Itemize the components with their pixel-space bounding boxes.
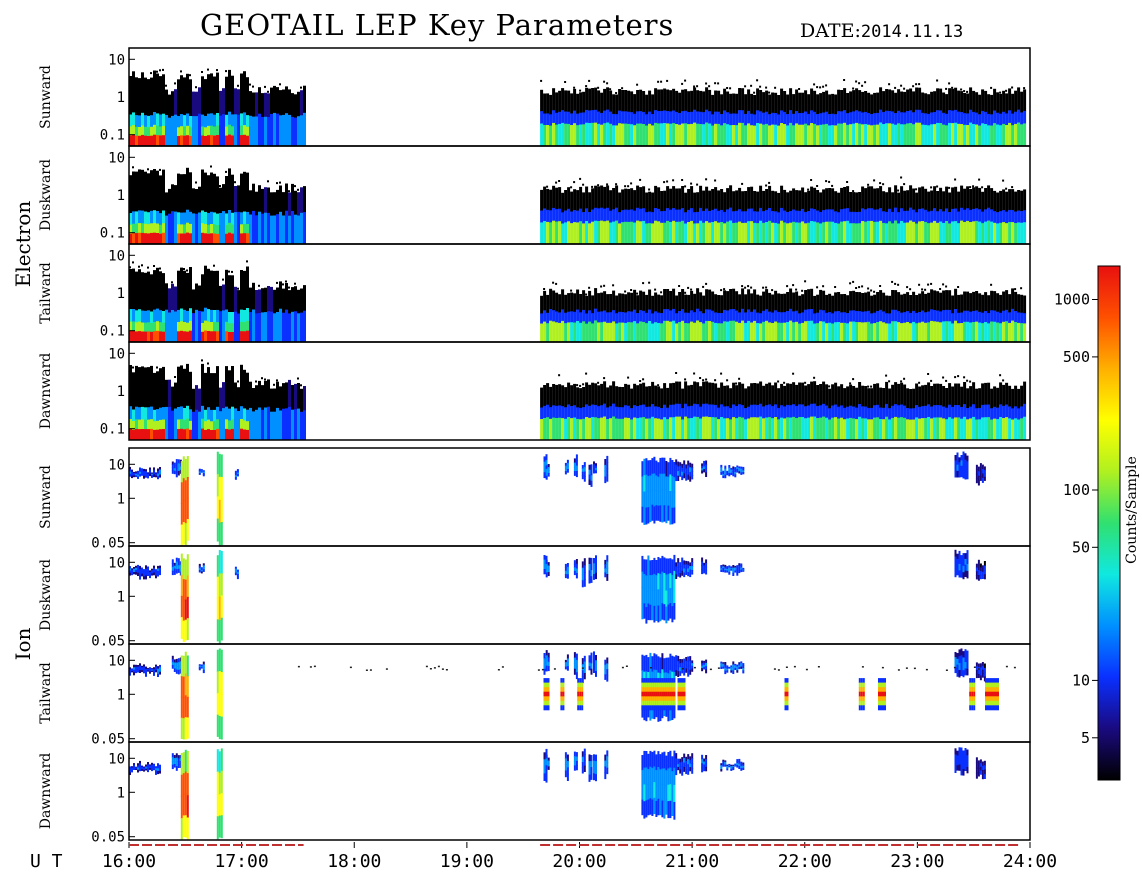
spectrogram-cells [129, 359, 1027, 441]
x-tick-label: 16:00 [102, 851, 156, 872]
panel-label: Sunward [38, 465, 54, 529]
date-display: DATE:2014.11.13 [800, 20, 963, 42]
panel-label: Sunward [38, 65, 54, 129]
y-tick-label: 1 [117, 286, 125, 302]
y-tick-label: 1 [117, 491, 125, 507]
colorbar: 5 10 50 100 500 1000 Counts/Sample [1054, 265, 1140, 781]
y-tick-label: 1 [117, 687, 125, 703]
panel-electron-sunward: Sunward 10 1 0.1 [38, 47, 1031, 147]
panel-ion-duskward: Duskward 10 1 0.05 [38, 545, 1031, 650]
chart-title: GEOTAIL LEP Key Parameters [200, 8, 675, 42]
panel-ion-sunward: Sunward 10 1 0.05 [38, 447, 1031, 552]
y-tick-label: 10 [108, 457, 125, 473]
y-tick-label: 10 [108, 653, 125, 669]
y-tick-label: 0.1 [100, 226, 125, 242]
y-tick-label: 1 [117, 589, 125, 605]
y-tick-label: 0.05 [91, 732, 125, 748]
x-tick-label: 22:00 [778, 851, 832, 872]
panel-electron-tailward: Tailward 10 1 0.1 [38, 243, 1031, 343]
panels-layer: ElectronSunward1010.1Duskward1010.1Tailw… [11, 47, 1031, 846]
x-tick-label: 23:00 [890, 851, 944, 872]
y-tick-label: 0.1 [100, 422, 125, 438]
panel-frame [128, 447, 1031, 547]
colorbar-tick-label: 100 [1063, 481, 1090, 499]
time-axis: U T 16:00 17:00 18:00 19:00 20:00 21:00 22:00 23… [30, 842, 1057, 872]
y-tick-label: 10 [108, 248, 125, 264]
panel-ion-dawnward: Dawnward 10 1 0.05 [38, 741, 1031, 846]
date-label: DATE: [800, 20, 861, 42]
y-tick-label: 1 [117, 90, 125, 106]
x-tick-label: 17:00 [215, 851, 269, 872]
y-tick-label: 1 [117, 384, 125, 400]
y-tick-label: 1 [117, 188, 125, 204]
x-tick-label: 24:00 [1003, 851, 1057, 872]
y-tick-label: 0.1 [100, 128, 125, 144]
panel-label: Tailward [38, 662, 54, 724]
panel-label: Tailward [38, 262, 54, 324]
date-value: 2014.11.13 [860, 22, 964, 42]
panel-electron-duskward: Duskward 10 1 0.1 [38, 145, 1031, 245]
x-tick-label: 20:00 [552, 851, 606, 872]
colorbar-tick-label: 5 [1081, 729, 1090, 747]
colorbar-gradient [1097, 265, 1121, 781]
colorbar-tick-label: 10 [1072, 671, 1090, 689]
group-label-electron: Electron [11, 201, 35, 288]
spectrogram-cells [129, 549, 986, 645]
panel-label: Duskward [38, 559, 54, 631]
spectrogram-cells [129, 165, 1027, 245]
panel-frame [128, 545, 1031, 645]
spectrogram-cells [129, 648, 1016, 740]
spectrogram-cells [129, 747, 986, 841]
y-tick-label: 10 [108, 150, 125, 166]
spectrogram-cells [129, 68, 1027, 147]
time-axis-label: U T [30, 851, 63, 872]
panel-electron-dawnward: Dawnward 10 1 0.1 [38, 341, 1031, 441]
colorbar-label: Counts/Sample [1124, 456, 1140, 564]
colorbar-tick-label: 50 [1072, 538, 1090, 556]
y-tick-label: 0.1 [100, 324, 125, 340]
panel-ion-tailward: Tailward 10 1 0.05 [38, 643, 1031, 748]
spectrogram-cells [129, 260, 1027, 343]
panel-frame [128, 741, 1031, 841]
x-tick-label: 21:00 [665, 851, 719, 872]
x-tick-label: 18:00 [327, 851, 381, 872]
y-tick-label: 10 [108, 555, 125, 571]
y-tick-label: 0.05 [91, 634, 125, 650]
y-tick-label: 0.05 [91, 536, 125, 552]
colorbar-tick-label: 1000 [1054, 291, 1090, 309]
panel-label: Dawnward [38, 353, 54, 430]
panel-label: Duskward [38, 159, 54, 231]
y-tick-label: 10 [108, 52, 125, 68]
spectrogram-cells [129, 451, 986, 547]
colorbar-tick-label: 500 [1063, 348, 1090, 366]
panel-label: Dawnward [38, 753, 54, 830]
x-tick-label: 19:00 [440, 851, 494, 872]
y-tick-label: 1 [117, 785, 125, 801]
y-tick-label: 0.05 [91, 830, 125, 846]
y-tick-label: 10 [108, 751, 125, 767]
group-label-ion: Ion [11, 627, 35, 660]
y-tick-label: 10 [108, 346, 125, 362]
